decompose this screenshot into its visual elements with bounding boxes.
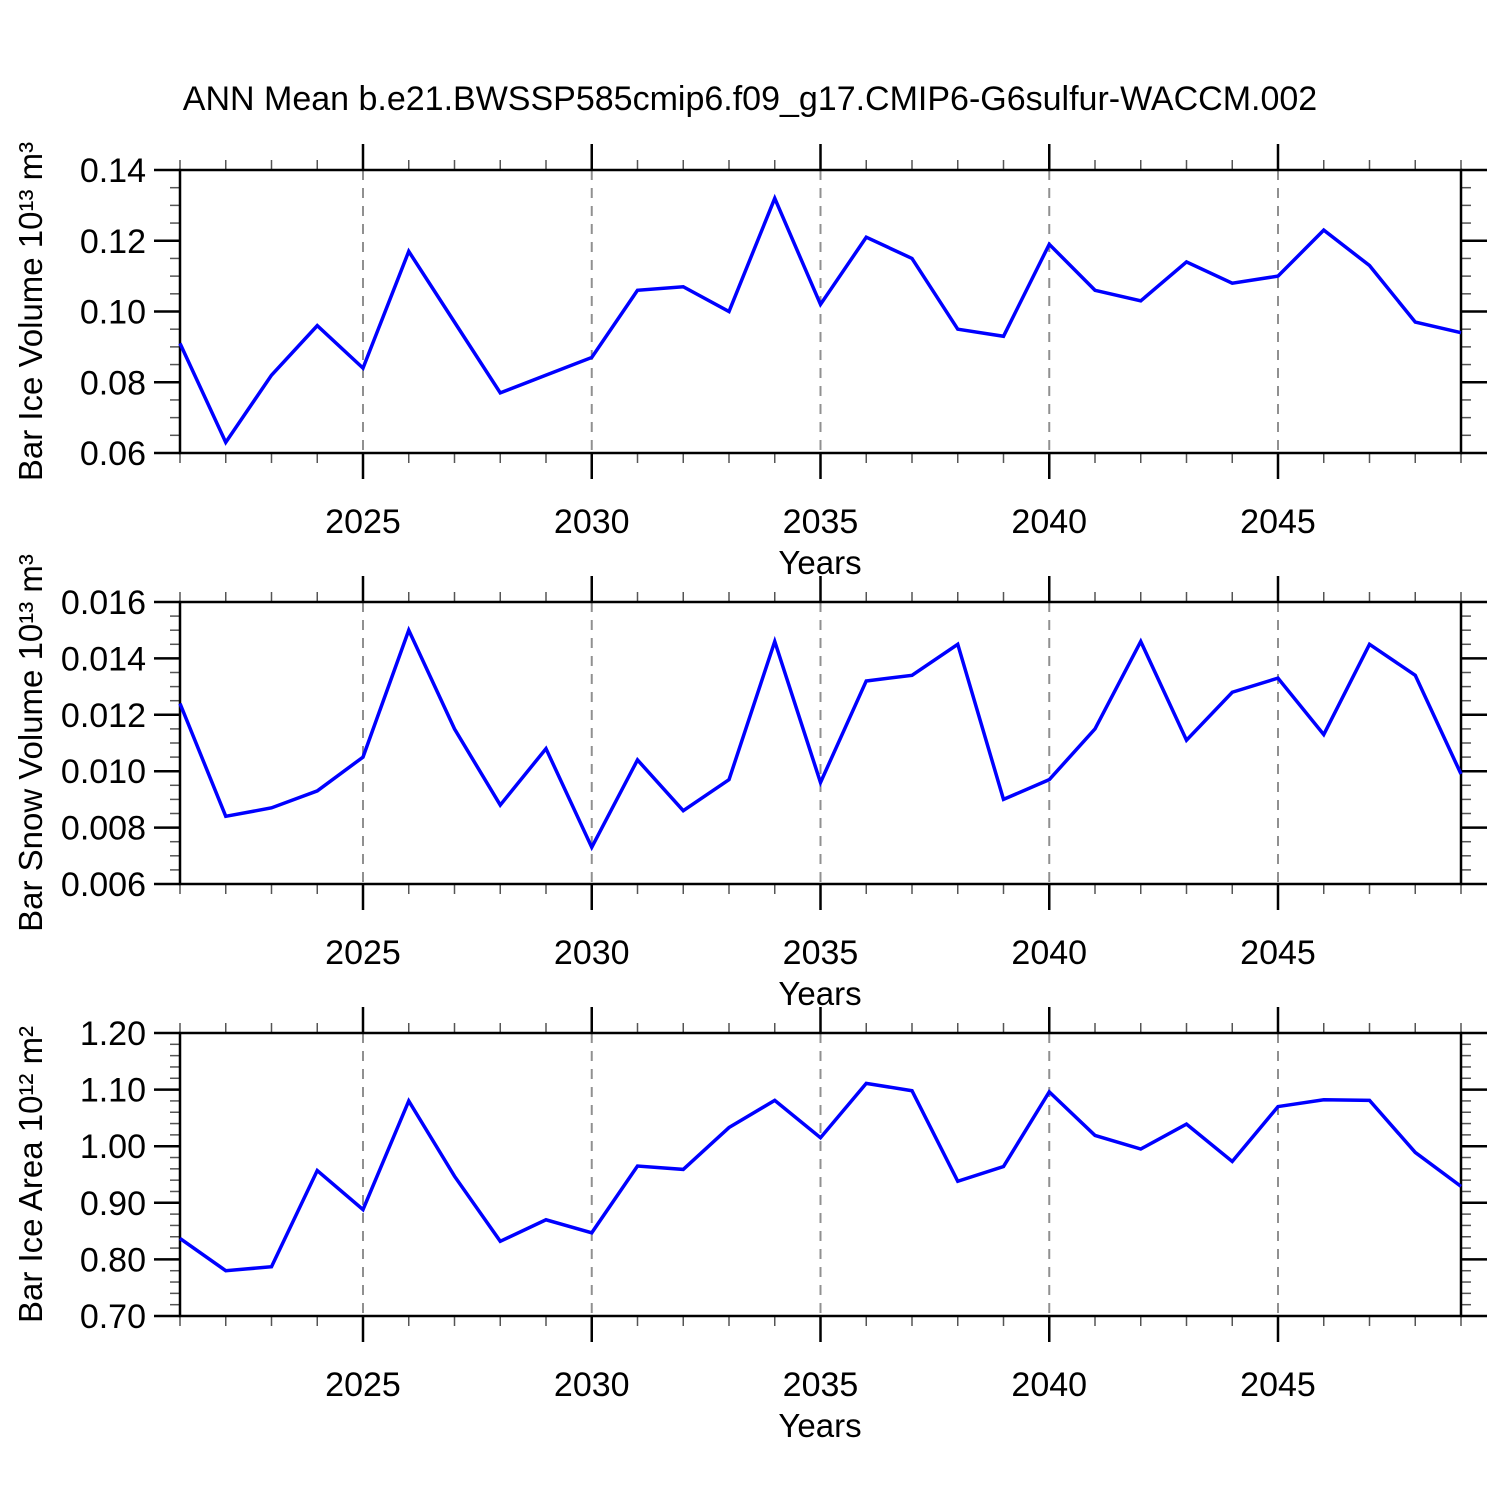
panel-ice-volume: 0.06 0.08 0.10 0.12 0.14 2025 2030 2035 2040 2045 (80, 144, 1487, 541)
y-tick-label: 0.012 (61, 697, 146, 735)
x-tick-label: 2045 (1240, 1366, 1316, 1404)
y-tick-label: 0.006 (61, 866, 146, 904)
y-tick-label: 1.00 (80, 1128, 146, 1166)
y-tick-label: 0.016 (61, 584, 146, 622)
plot-frame (178, 168, 1463, 455)
panel1-x-axis-title: Years (778, 544, 861, 581)
figure-title: ANN Mean b.e21.BWSSP585cmip6.f09_g17.CMI… (183, 80, 1317, 118)
y-tick-label: 1.10 (80, 1072, 146, 1110)
y-tick-label: 0.06 (80, 435, 146, 473)
x-tick-label: 2040 (1011, 503, 1087, 541)
x-tick-label: 2035 (783, 503, 859, 541)
x-tick-label: 2025 (325, 503, 401, 541)
y-tick-label: 0.014 (61, 640, 146, 678)
panel2-y-axis-title: Bar Snow Volume 10¹³ m³ (12, 554, 49, 932)
panel-snow-volume: 0.006 0.008 0.010 0.012 0.014 0.016 2025 2030 20… (61, 576, 1487, 972)
y-tick-label: 0.90 (80, 1185, 146, 1223)
x-tick-label: 2035 (783, 934, 859, 972)
x-tick-label: 2040 (1011, 1366, 1087, 1404)
x-tick-label: 2035 (783, 1366, 859, 1404)
snow-volume-series-line (178, 625, 1463, 852)
y-tick-label: 0.08 (80, 364, 146, 402)
plot-frame (178, 1031, 1463, 1318)
plot-frame (178, 600, 1463, 886)
panel3-x-axis-title: Years (778, 1407, 861, 1444)
panel1-y-axis-title: Bar Ice Volume 10¹³ m³ (12, 142, 49, 481)
panel2-x-axis-title: Years (778, 975, 861, 1012)
y-tick-label: 0.008 (61, 810, 146, 848)
y-tick-label: 0.14 (80, 152, 146, 190)
panels-root: 0.06 0.08 0.10 0.12 0.14 2025 2030 2035 2040 2045… (61, 144, 1487, 1404)
y-tick-label: 0.70 (80, 1298, 146, 1336)
y-tick-label: 0.010 (61, 753, 146, 791)
x-tick-label: 2030 (554, 934, 630, 972)
x-tick-label: 2040 (1011, 934, 1087, 972)
y-tick-label: 1.20 (80, 1015, 146, 1053)
y-tick-label: 0.12 (80, 223, 146, 261)
x-tick-label: 2030 (554, 503, 630, 541)
ice-volume-series-line (178, 193, 1462, 446)
x-tick-label: 2025 (325, 1366, 401, 1404)
x-tick-label: 2045 (1240, 503, 1316, 541)
x-tick-label: 2030 (554, 1366, 630, 1404)
x-tick-label: 2045 (1240, 934, 1316, 972)
y-tick-label: 0.10 (80, 294, 146, 332)
panel3-y-axis-title: Bar Ice Area 10¹² m² (12, 1026, 49, 1323)
panel-ice-area: 0.70 0.80 0.90 1.00 1.10 1.20 2025 2030 2035 2040… (80, 1007, 1487, 1404)
x-tick-label: 2025 (325, 934, 401, 972)
ice-area-series-line (178, 1081, 1463, 1273)
y-tick-label: 0.80 (80, 1241, 146, 1279)
